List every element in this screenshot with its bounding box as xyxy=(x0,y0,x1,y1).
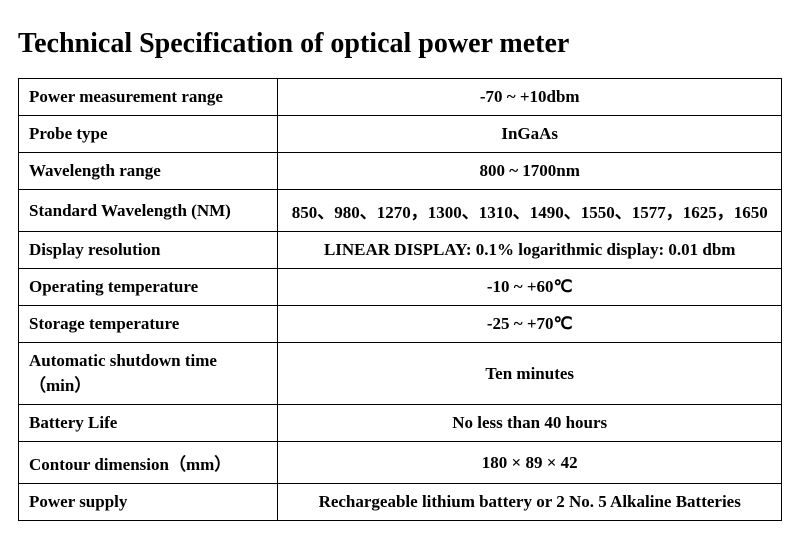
table-row: Storage temperature -25 ~ +70℃ xyxy=(19,306,782,343)
spec-value: Ten minutes xyxy=(278,343,782,405)
page-title: Technical Specification of optical power… xyxy=(18,28,782,60)
spec-label: Wavelength range xyxy=(19,153,278,190)
spec-label: Automatic shutdown time（min） xyxy=(19,343,278,405)
spec-value: Rechargeable lithium battery or 2 No. 5 … xyxy=(278,484,782,521)
spec-label: Battery Life xyxy=(19,405,278,442)
spec-sheet: Technical Specification of optical power… xyxy=(0,0,800,551)
spec-value: LINEAR DISPLAY: 0.1% logarithmic display… xyxy=(278,232,782,269)
spec-value: -10 ~ +60℃ xyxy=(278,269,782,306)
spec-value: 800 ~ 1700nm xyxy=(278,153,782,190)
table-row: Probe type InGaAs xyxy=(19,116,782,153)
spec-value: InGaAs xyxy=(278,116,782,153)
table-row: Operating temperature -10 ~ +60℃ xyxy=(19,269,782,306)
spec-value: 850、980、1270，1300、1310、1490、1550、1577，16… xyxy=(278,190,782,232)
table-row: Power measurement range -70 ~ +10dbm xyxy=(19,79,782,116)
table-row: Standard Wavelength (NM) 850、980、1270，13… xyxy=(19,190,782,232)
spec-label: Standard Wavelength (NM) xyxy=(19,190,278,232)
spec-label: Power supply xyxy=(19,484,278,521)
spec-value: -70 ~ +10dbm xyxy=(278,79,782,116)
table-row: Automatic shutdown time（min） Ten minutes xyxy=(19,343,782,405)
table-row: Battery Life No less than 40 hours xyxy=(19,405,782,442)
spec-value: No less than 40 hours xyxy=(278,405,782,442)
spec-table: Power measurement range -70 ~ +10dbm Pro… xyxy=(18,78,782,521)
spec-label: Probe type xyxy=(19,116,278,153)
spec-label: Power measurement range xyxy=(19,79,278,116)
spec-label: Operating temperature xyxy=(19,269,278,306)
spec-label: Contour dimension（mm） xyxy=(19,442,278,484)
table-row: Power supply Rechargeable lithium batter… xyxy=(19,484,782,521)
table-row: Wavelength range 800 ~ 1700nm xyxy=(19,153,782,190)
spec-value: 180 × 89 × 42 xyxy=(278,442,782,484)
spec-value: -25 ~ +70℃ xyxy=(278,306,782,343)
spec-label: Storage temperature xyxy=(19,306,278,343)
table-row: Display resolution LINEAR DISPLAY: 0.1% … xyxy=(19,232,782,269)
spec-label: Display resolution xyxy=(19,232,278,269)
table-row: Contour dimension（mm） 180 × 89 × 42 xyxy=(19,442,782,484)
